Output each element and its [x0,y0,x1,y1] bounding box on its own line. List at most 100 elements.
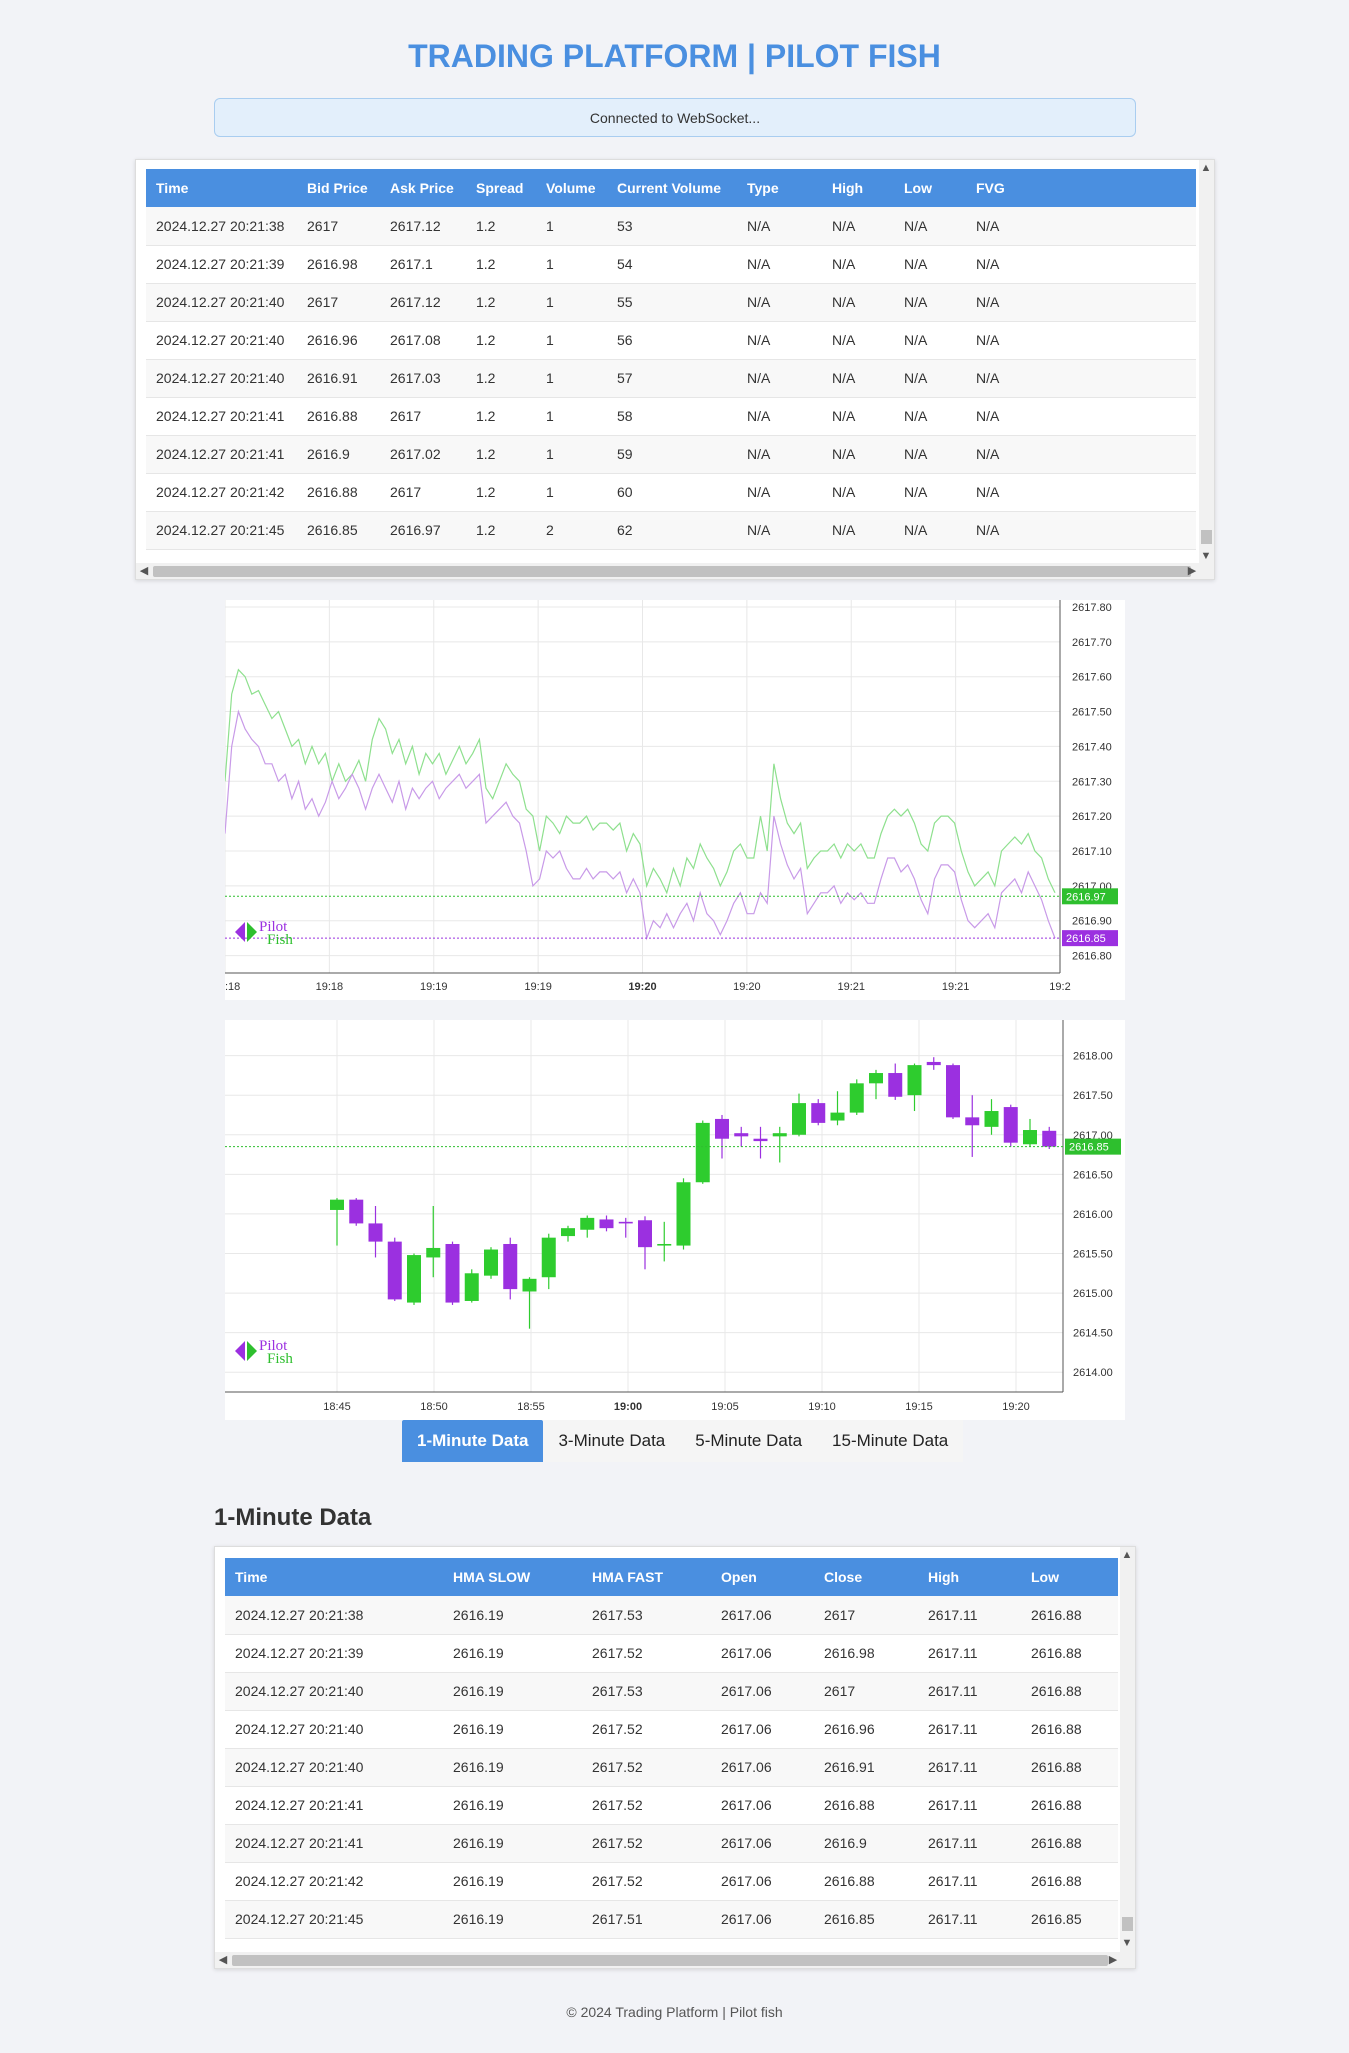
tick-table-row: 2024.12.27 20:21:41 2616.88 2617 1.2 1 58 N/A N… [146,397,1196,436]
minute-table-cell: 2616.88 [1021,1596,1118,1635]
tick-table-cell: N/A [822,207,894,246]
tick-table-cell: N/A [966,435,1196,474]
tick-table-cell: N/A [894,245,966,284]
page-title: TRADING PLATFORM | PILOT FISH [408,38,941,74]
tick-table-cell: 1 [536,283,607,322]
y-tick-label: 2614.50 [1073,1328,1113,1340]
logo-purple-arrow-icon [235,1341,245,1361]
candle-bullish [407,1255,421,1303]
minute-table-cell: 2617 [814,1596,918,1635]
x-tick-label: 18:45 [323,1401,351,1413]
tick-table-row: 2024.12.27 20:21:40 2616.91 2617.03 1.2 1 57 N… [146,359,1196,398]
tick-table-cell: N/A [822,511,894,550]
tick-table-cell: N/A [822,435,894,474]
tick-price-chart-svg[interactable]: 2617.80 2617.70 2617.60 2617.50 2617.40 2617.… [224,600,1125,1000]
minute-table-column-header: Time [235,1569,268,1585]
minute-table-cell: 2616.19 [443,1862,582,1901]
minute-table-column-header: Close [824,1569,863,1585]
minute-table-cell: 2616.19 [443,1748,582,1787]
tick-table-cell: 54 [607,245,737,284]
logo-green-arrow-icon [247,1341,257,1361]
minute-table-cell: 2617.52 [582,1824,711,1863]
tab-1-minute-data[interactable]: 1-Minute Data [402,1420,544,1462]
y-tick-label: 2617.20 [1072,811,1112,823]
minute-table-cell: 2617.06 [711,1748,814,1787]
candle-bearish [926,1061,941,1066]
price-tag-badge [1062,888,1118,905]
x-tick-label: 19:20 [733,981,761,993]
scroll-left-arrow-icon[interactable]: ◀ [218,1954,228,1966]
tick-table-cell: 2616.88 [297,397,380,436]
minute-table-cell: 2617.11 [918,1748,1021,1787]
candle-bearish [753,1138,768,1142]
x-tick-label: :18 [225,981,240,993]
tick-vertical-scrollbar[interactable]: ▲ ▼ [1199,160,1214,565]
tick-vertical-scroll-thumb[interactable] [1201,530,1212,544]
tick-table-cell: 58 [607,397,737,436]
minute-table-cell: 2617.11 [918,1862,1021,1901]
minute-table-cell: 2617.51 [582,1900,711,1939]
scroll-left-arrow-icon[interactable]: ◀ [139,565,149,577]
tick-table-cell: 2024.12.27 20:21:39 [146,245,297,284]
tick-table-cell: N/A [737,511,822,550]
minute-table-cell: 2617.11 [918,1634,1021,1673]
tick-horizontal-scrollbar[interactable]: ◀ ▶ [136,563,1214,579]
tick-table-row: 2024.12.27 20:21:45 2616.85 2616.97 1.2 2 62 N… [146,511,1196,550]
logo-green-arrow-icon [247,922,257,942]
candlestick-chart[interactable]: 2618.00 2617.50 2617.00 2616.50 2616.00 2615.… [225,1020,1125,1420]
minute-vertical-scroll-thumb[interactable] [1122,1917,1133,1931]
tick-table-cell: 1.2 [466,321,536,360]
price-tag-badge [1062,930,1118,947]
minute-table-container[interactable]: Time HMA SLOW HMA FAST Open Close High Low 202… [214,1546,1136,1969]
candle-bullish [792,1103,806,1135]
minute-table-header: Time HMA SLOW HMA FAST Open Close High Low [225,1558,1118,1596]
minute-table-cell: 2617.52 [582,1786,711,1825]
scroll-down-arrow-icon[interactable]: ▼ [1121,1937,1133,1949]
tick-table-cell: N/A [737,473,822,512]
tick-table-row: 2024.12.27 20:21:41 2616.9 2617.02 1.2 1 59 N/… [146,435,1196,474]
tick-table-column-header: Spread [476,180,524,196]
tick-table-header: Time Bid Price Ask Price Spread Volume Curren… [146,169,1196,207]
minute-table-cell: 2617.06 [711,1824,814,1863]
candle-bearish [1042,1130,1057,1147]
minute-table-cell: 2024.12.27 20:21:38 [225,1596,443,1635]
candle-bullish [484,1249,498,1276]
tick-table-cell: 2024.12.27 20:21:40 [146,283,297,322]
tick-table-cell: 2024.12.27 20:21:42 [146,473,297,512]
tab-5-minute-data[interactable]: 5-Minute Data [680,1420,818,1462]
tick-table-cell: 1 [536,473,607,512]
tick-table-cell: N/A [966,359,1196,398]
scroll-right-arrow-icon[interactable]: ▶ [1187,565,1197,577]
scroll-up-arrow-icon[interactable]: ▲ [1200,162,1212,174]
tick-table-cell: 2024.12.27 20:21:38 [146,207,297,246]
minute-table-cell: 2616.88 [1021,1824,1118,1863]
minute-table-cell: 2616.19 [443,1710,582,1749]
tick-table-cell: 56 [607,321,737,360]
minute-table-cell: 2616.88 [1021,1634,1118,1673]
minute-table-cell: 2617.06 [711,1710,814,1749]
minute-vertical-scrollbar[interactable]: ▲ ▼ [1120,1547,1135,1954]
scroll-up-arrow-icon[interactable]: ▲ [1121,1549,1133,1561]
tab-3-minute-data[interactable]: 3-Minute Data [543,1420,681,1462]
tick-table-row: 2024.12.27 20:21:39 2616.98 2617.1 1.2 1 54 N/… [146,245,1196,284]
minute-table-cell: 2617.11 [918,1710,1021,1749]
scroll-down-arrow-icon[interactable]: ▼ [1200,550,1212,562]
tick-table-cell: N/A [894,359,966,398]
tick-horizontal-scroll-thumb[interactable] [153,566,1191,577]
tick-table-cell: 1 [536,359,607,398]
minute-horizontal-scroll-thumb[interactable] [232,1955,1108,1966]
tab-15-minute-data[interactable]: 15-Minute Data [817,1420,964,1462]
tick-table-cell: 1.2 [466,511,536,550]
scroll-right-arrow-icon[interactable]: ▶ [1108,1954,1118,1966]
minute-table-cell: 2616.98 [814,1634,918,1673]
minute-horizontal-scrollbar[interactable]: ◀ ▶ [215,1952,1135,1968]
candle-bearish [965,1117,980,1126]
tick-table-cell: N/A [894,511,966,550]
minute-table-row: 2024.12.27 20:21:40 2616.19 2617.52 2617.06… [225,1748,1118,1787]
tick-table-container[interactable]: Time Bid Price Ask Price Spread Volume Curren… [135,159,1215,580]
tick-table-cell: 1 [536,435,607,474]
minute-table-cell: 2617.53 [582,1596,711,1635]
tick-price-chart[interactable]: 2617.80 2617.70 2617.60 2617.50 2617.40 2617.… [224,600,1125,1000]
candle-bearish [734,1133,749,1137]
candlestick-chart-svg[interactable]: 2618.002617.502617.002616.502616.002615.… [225,1020,1125,1420]
